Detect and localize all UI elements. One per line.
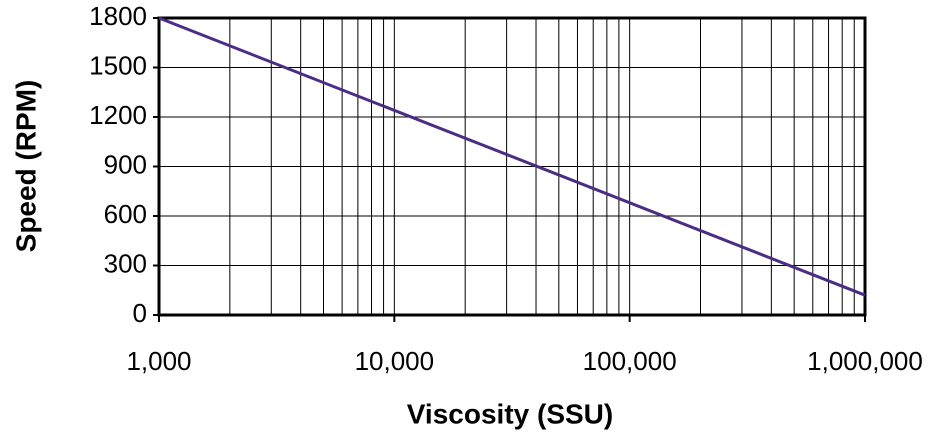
y-tick-label: 1500 [89,50,147,80]
plot-border [157,16,867,317]
x-tick-label: 10,000 [355,346,435,376]
y-tick-label: 1200 [89,100,147,130]
x-tick-label: 1,000,000 [807,346,923,376]
y-tick-label: 1800 [89,1,147,31]
x-tick-label: 100,000 [583,346,677,376]
x-tick-label: 1,000 [126,346,191,376]
y-tick-label: 900 [104,149,147,179]
y-tick-label: 600 [104,199,147,229]
x-axis-title: Viscosity (SSU) [407,398,613,429]
y-tick-label: 0 [133,298,147,328]
data-line [158,16,866,297]
y-tick-label: 300 [104,248,147,278]
y-axis-title: Speed (RPM) [10,80,41,253]
